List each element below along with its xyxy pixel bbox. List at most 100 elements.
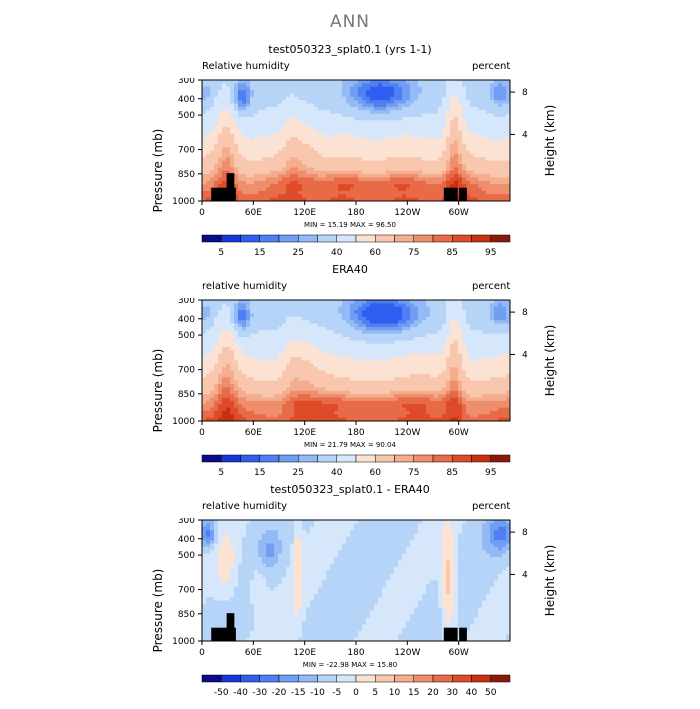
heatmap-cell [490, 87, 494, 91]
heatmap-cell [230, 127, 234, 131]
heatmap-cell [442, 114, 446, 118]
heatmap-cell [494, 313, 498, 317]
heatmap-cell [362, 151, 366, 155]
heatmap-cell [266, 317, 270, 321]
heatmap-cell [306, 357, 310, 361]
heatmap-cell [482, 137, 486, 141]
heatmap-cell [426, 147, 430, 151]
heatmap-cell [326, 87, 330, 91]
heatmap-cell [242, 330, 246, 334]
heatmap-cell [398, 104, 402, 108]
heatmap-cell [382, 177, 386, 181]
heatmap-cell [278, 387, 282, 391]
heatmap-cell [238, 387, 242, 391]
heatmap-cell [270, 151, 274, 155]
heatmap-cell [470, 107, 474, 111]
heatmap-cell [274, 107, 278, 111]
heatmap-cell [258, 154, 262, 158]
heatmap-cell [382, 310, 386, 314]
heatmap-cell [418, 188, 422, 192]
heatmap-cell [410, 174, 414, 178]
heatmap-cell [350, 114, 354, 118]
heatmap-cell [250, 174, 254, 178]
heatmap-cell [286, 164, 290, 168]
heatmap-cell [498, 100, 502, 104]
heatmap-cell [330, 361, 334, 365]
heatmap-cell [262, 167, 266, 171]
heatmap-cell [358, 90, 362, 94]
heatmap-cell [366, 357, 370, 361]
heatmap-cell [402, 344, 406, 348]
heatmap-cell [290, 167, 294, 171]
heatmap-cell [278, 344, 282, 348]
heatmap-cell [498, 317, 502, 321]
heatmap-cell [302, 90, 306, 94]
heatmap-cell [230, 340, 234, 344]
heatmap-cell [266, 164, 270, 168]
heatmap-cell [442, 377, 446, 381]
heatmap-cell [242, 80, 246, 84]
heatmap-cell [358, 120, 362, 124]
heatmap-cell [310, 340, 314, 344]
heatmap-cell [350, 340, 354, 344]
heatmap-cell [254, 83, 258, 87]
heatmap-cell [426, 124, 430, 128]
heatmap-cell [274, 320, 278, 324]
heatmap-cell [434, 174, 438, 178]
heatmap-cell [214, 361, 218, 365]
heatmap-cell [302, 324, 306, 328]
heatmap-cell [206, 313, 210, 317]
heatmap-cell [402, 350, 406, 354]
heatmap-cell [498, 144, 502, 148]
heatmap-cell [486, 137, 490, 141]
heatmap-cell [294, 141, 298, 145]
heatmap-cell [394, 377, 398, 381]
heatmap-cell [438, 364, 442, 368]
heatmap-cell [222, 174, 226, 178]
heatmap-cell [478, 144, 482, 148]
heatmap-cell [354, 364, 358, 368]
heatmap-cell [426, 90, 430, 94]
heatmap-cell [498, 161, 502, 165]
heatmap-cell [334, 161, 338, 165]
heatmap-cell [358, 303, 362, 307]
heatmap-cell [386, 114, 390, 118]
heatmap-cell [306, 114, 310, 118]
heatmap-cell [490, 194, 494, 198]
heatmap-cell [346, 334, 350, 338]
heatmap-cell [362, 161, 366, 165]
heatmap-cell [202, 104, 206, 108]
heatmap-cell [338, 80, 342, 84]
heatmap-cell [346, 347, 350, 351]
heatmap-cell [222, 127, 226, 131]
heatmap-cell [446, 177, 450, 181]
heatmap-cell [210, 154, 214, 158]
heatmap-cell [290, 391, 294, 395]
heatmap-cell [354, 327, 358, 331]
heatmap-cell [242, 317, 246, 321]
heatmap-cell [210, 364, 214, 368]
heatmap-cell [202, 87, 206, 91]
heatmap-cell [210, 310, 214, 314]
heatmap-cell [462, 164, 466, 168]
panel-1-units-label: percent [472, 281, 510, 292]
heatmap-cell [434, 144, 438, 148]
heatmap-cell [274, 130, 278, 134]
heatmap-cell [382, 307, 386, 311]
heatmap-cell [366, 127, 370, 131]
heatmap-cell [494, 347, 498, 351]
heatmap-cell [498, 347, 502, 351]
heatmap-cell [454, 147, 458, 151]
heatmap-cell [210, 80, 214, 84]
heatmap-cell [318, 151, 322, 155]
heatmap-cell [450, 320, 454, 324]
heatmap-cell [482, 194, 486, 198]
heatmap-cell [202, 361, 206, 365]
heatmap-cell [426, 300, 430, 304]
heatmap-cell [394, 381, 398, 385]
heatmap-cell [362, 137, 366, 141]
heatmap-cell [486, 144, 490, 148]
heatmap-cell [290, 344, 294, 348]
colorbar-label: 85 [447, 248, 458, 258]
heatmap-cell [314, 83, 318, 87]
